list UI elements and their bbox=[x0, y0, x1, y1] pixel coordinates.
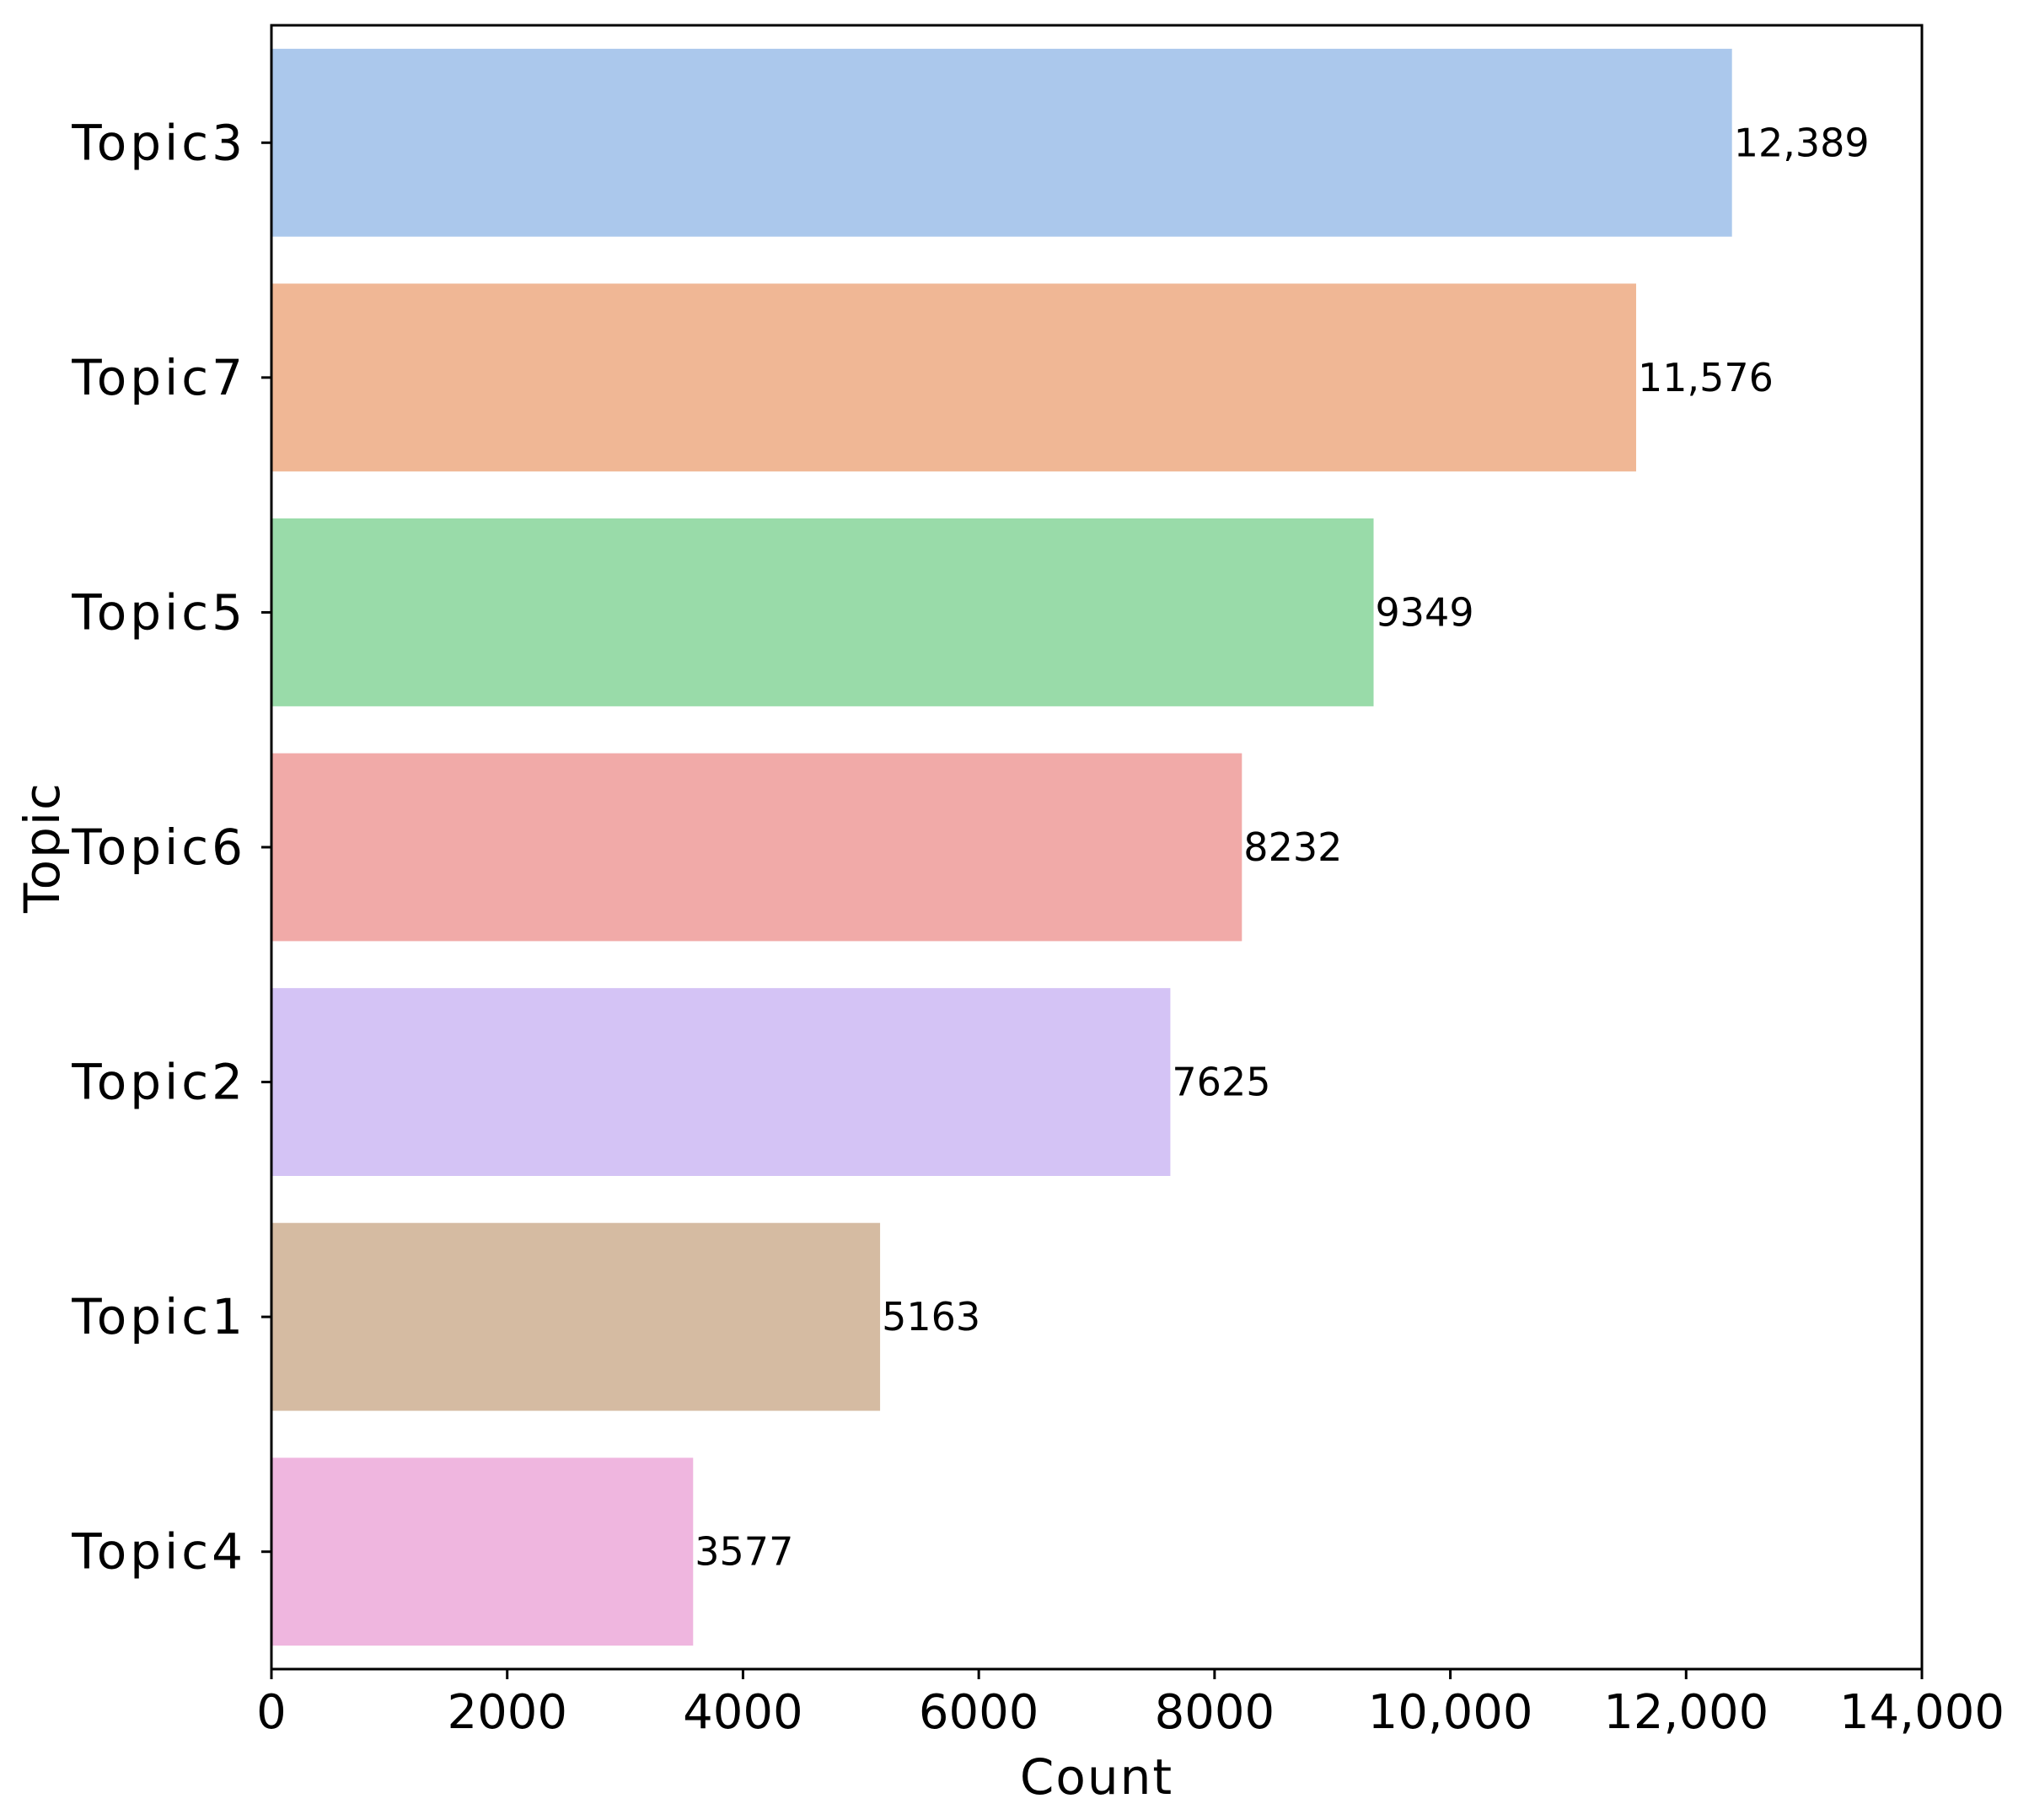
y-tick-label-topic4: Topic4 bbox=[71, 1523, 246, 1581]
data-label-topic5: 9349 bbox=[1376, 589, 1474, 635]
bar-topic6 bbox=[271, 753, 1242, 942]
bar-topic2 bbox=[271, 988, 1171, 1176]
x-tick-label: 0 bbox=[256, 1685, 287, 1740]
y-tick-label-topic2: Topic2 bbox=[71, 1054, 246, 1111]
x-tick-label: 2000 bbox=[447, 1685, 567, 1740]
x-axis-label: Count bbox=[1020, 1748, 1173, 1806]
x-tick-label: 8000 bbox=[1155, 1685, 1275, 1740]
bar-topic7 bbox=[271, 283, 1636, 472]
x-tick-label: 12,000 bbox=[1603, 1685, 1768, 1740]
y-tick-label-topic7: Topic7 bbox=[71, 349, 246, 406]
bar-topic1 bbox=[271, 1222, 881, 1411]
bars-layer bbox=[271, 48, 1732, 1646]
y-tick-label-topic6: Topic6 bbox=[71, 819, 246, 876]
y-tick-label-topic5: Topic5 bbox=[71, 583, 246, 641]
data-label-topic1: 5163 bbox=[882, 1294, 980, 1339]
data-label-topic2: 7625 bbox=[1172, 1060, 1270, 1105]
y-tick-label-topic1: Topic1 bbox=[71, 1288, 246, 1345]
data-labels-layer: 12,389 11,576 9349 8232 7625 5163 3577 bbox=[695, 120, 1869, 1574]
x-tick-label: 6000 bbox=[919, 1685, 1039, 1740]
data-label-topic7: 11,576 bbox=[1638, 355, 1774, 400]
x-tick-label: 14,000 bbox=[1839, 1685, 2005, 1740]
data-label-topic6: 8232 bbox=[1243, 824, 1342, 870]
x-axis: 0 2000 4000 6000 8000 10,000 12,000 14,000 bbox=[256, 1669, 2005, 1740]
data-label-topic3: 12,389 bbox=[1734, 120, 1870, 165]
bar-topic3 bbox=[271, 48, 1732, 237]
y-tick-label-topic3: Topic3 bbox=[71, 114, 246, 171]
data-label-topic4: 3577 bbox=[695, 1529, 793, 1575]
x-tick-label: 4000 bbox=[683, 1685, 803, 1740]
x-tick-label: 10,000 bbox=[1368, 1685, 1533, 1740]
bar-topic5 bbox=[271, 518, 1374, 706]
bar-topic4 bbox=[271, 1458, 694, 1646]
y-axis-label: Topic bbox=[13, 781, 71, 914]
y-axis: Topic3 Topic7 Topic5 Topic6 Topic2 Topic1 Topi… bbox=[71, 114, 271, 1581]
